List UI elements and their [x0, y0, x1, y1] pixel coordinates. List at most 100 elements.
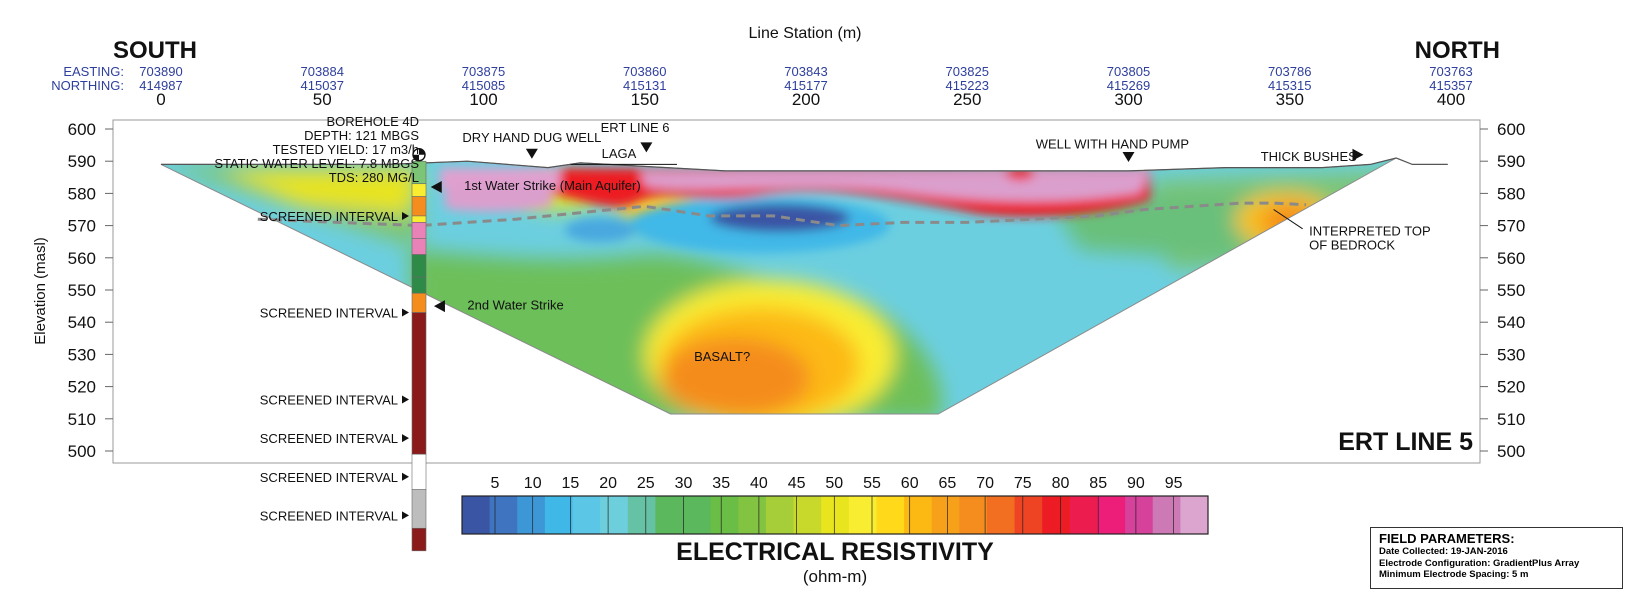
colorbar-tick-label: 85 [1089, 475, 1107, 492]
colorbar: 5 10 15 20 25 30 35 40 45 50 55 60 65 70 75 80 85 90 95 [461, 475, 1209, 535]
colorbar-cell [572, 496, 601, 534]
annotation-marker [430, 180, 442, 193]
direction-south: SOUTH [113, 37, 197, 64]
colorbar-tick-label: 35 [712, 475, 730, 492]
northing-label: NORTHING: [51, 78, 124, 93]
x-axis-top: 0 50 100 150 200 250 300 350 400 [156, 90, 1465, 109]
colorbar-tick-label: 45 [788, 475, 806, 492]
annotation-text: ERT LINE 6 [601, 120, 670, 135]
y-axis-label: Elevation (masl) [32, 237, 49, 345]
northing-value: 415177 [784, 78, 827, 93]
x-axis-label: Line Station (m) [749, 25, 862, 42]
y-tick-label-right: 540 [1497, 313, 1525, 332]
y-tick-label-left: 570 [68, 217, 96, 236]
colorbar-tick-label: 40 [750, 475, 768, 492]
northing-value: 415085 [462, 78, 505, 93]
colorbar-tick-label: 20 [599, 475, 617, 492]
colorbar-tick-label: 60 [901, 475, 919, 492]
annotation-text: INTERPRETED TOP [1309, 223, 1431, 238]
annotation-marker [525, 148, 538, 159]
annotation-text: BASALT? [694, 349, 750, 364]
y-tick-label-left: 550 [68, 281, 96, 300]
colorbar-tick-label: 55 [863, 475, 881, 492]
screened-interval-label: SCREENED INTERVAL [260, 209, 398, 224]
easting-value: 703786 [1268, 64, 1311, 79]
colorbar-cell [1042, 496, 1071, 534]
screened-interval-marker [402, 472, 409, 481]
colorbar-cell [986, 496, 1016, 534]
y-tick-label-right: 500 [1497, 442, 1525, 461]
easting-value: 703825 [946, 64, 989, 79]
colorbar-cell [517, 496, 546, 534]
colorbar-tick-label: 15 [562, 475, 580, 492]
y-tick-label-right: 560 [1497, 249, 1525, 268]
x-tick-label: 350 [1276, 90, 1304, 109]
x-tick-label: 400 [1437, 90, 1465, 109]
field-parameters-box: FIELD PARAMETERS: Date Collected: 19-JAN… [1370, 527, 1623, 589]
y-tick-label-left: 580 [68, 184, 96, 203]
easting-value: 703890 [139, 64, 182, 79]
screened-interval-marker [402, 434, 409, 443]
colorbar-cell [931, 496, 960, 534]
annotation-text: TESTED YIELD: 17 m3/h [273, 142, 419, 157]
colorbar-tick-label: 80 [1052, 475, 1070, 492]
colorbar-tick-label: 5 [491, 475, 500, 492]
date-collected: Date Collected: 19-JAN-2016 [1379, 546, 1508, 557]
annotation-text: WELL WITH HAND PUMP [1036, 136, 1189, 151]
y-tick-label-right: 570 [1497, 217, 1525, 236]
colorbar-tick-label: 30 [675, 475, 693, 492]
annotation-text: STATIC WATER LEVEL: 7.8 MBGS [214, 156, 419, 171]
colorbar-tick-label: 75 [1014, 475, 1032, 492]
x-tick-label: 200 [792, 90, 820, 109]
y-tick-label-left: 520 [68, 378, 96, 397]
colorbar-tick-label: 50 [825, 475, 843, 492]
colorbar-cell [1152, 496, 1181, 534]
colorbar-frame [461, 495, 1209, 535]
easting-value: 703884 [301, 64, 344, 79]
annotation-text: THICK BUSHES [1261, 149, 1357, 164]
borehole-log-segment [411, 238, 427, 255]
x-tick-label: 150 [631, 90, 659, 109]
colorbar-cell [1097, 496, 1126, 534]
borehole-log-segment [411, 222, 427, 239]
annotation-text: DEPTH: 121 MBGS [304, 128, 419, 143]
x-tick-label: 0 [156, 90, 165, 109]
colorbar-cell [600, 496, 629, 534]
borehole-log-segment [411, 292, 427, 313]
x-tick-label: 50 [313, 90, 332, 109]
borehole-log-segment [411, 196, 427, 217]
colorbar-cell [489, 496, 518, 534]
x-tick-label: 100 [469, 90, 497, 109]
colorbar-tick-label: 10 [524, 475, 542, 492]
colorbar-tick-label: 90 [1127, 475, 1145, 492]
colorbar-cell [1125, 496, 1154, 534]
easting-value: 703875 [462, 64, 505, 79]
screened-interval-label: SCREENED INTERVAL [260, 470, 398, 485]
screened-interval-label: SCREENED INTERVAL [260, 306, 398, 321]
y-tick-label-left: 600 [68, 120, 96, 139]
screened-interval-marker [402, 511, 409, 520]
screened-interval-label: SCREENED INTERVAL [260, 392, 398, 407]
colorbar-cell [1180, 496, 1209, 534]
colorbar-cell [765, 496, 795, 534]
y-tick-label-left: 540 [68, 313, 96, 332]
y-tick-label-left: 590 [68, 152, 96, 171]
annotation-text: DRY HAND DUG WELL [462, 130, 601, 145]
northing-value: 415223 [946, 78, 989, 93]
chart-title: ERT LINE 5 [1338, 428, 1473, 456]
borehole-log-segment [411, 276, 427, 294]
y-axis-left: 600 590 580 570 560 550 540 530 520 510 500 [68, 120, 113, 461]
easting-value: 703805 [1107, 64, 1150, 79]
colorbar-cell [848, 496, 877, 534]
colorbar-cell [1014, 496, 1043, 534]
screened-interval-labels: SCREENED INTERVAL SCREENED INTERVAL SCREEN… [260, 209, 409, 523]
y-tick-label-left: 560 [68, 249, 96, 268]
colorbar-cell [876, 496, 905, 534]
screened-interval-label: SCREENED INTERVAL [260, 431, 398, 446]
colorbar-cell [959, 496, 988, 534]
colorbar-cell [627, 496, 656, 534]
colorbar-title: ELECTRICAL RESISTIVITY [676, 538, 994, 566]
y-tick-label-right: 520 [1497, 378, 1525, 397]
